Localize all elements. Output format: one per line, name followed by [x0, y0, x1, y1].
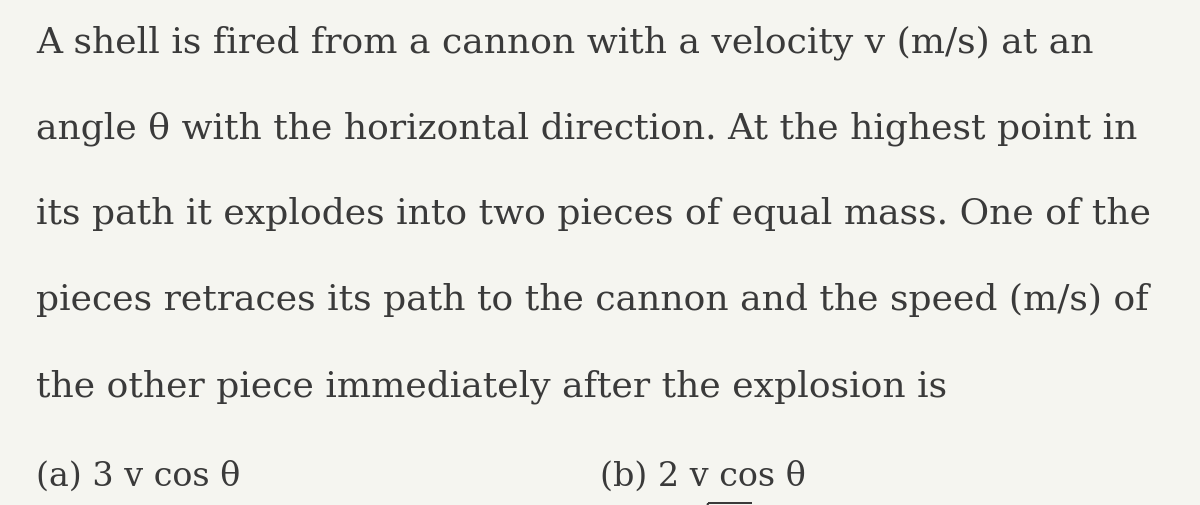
Text: $\sqrt{\dfrac{3}{2}}$: $\sqrt{\dfrac{3}{2}}$	[666, 497, 751, 505]
Text: its path it explodes into two pieces of equal mass. One of the: its path it explodes into two pieces of …	[36, 197, 1151, 231]
Text: A shell is fired from a cannon with a velocity v (m/s) at an: A shell is fired from a cannon with a ve…	[36, 25, 1093, 60]
Text: 3: 3	[116, 503, 136, 505]
Text: (a) 3 v cos θ: (a) 3 v cos θ	[36, 460, 240, 491]
Text: the other piece immediately after the explosion is: the other piece immediately after the ex…	[36, 369, 947, 403]
Text: (b) 2 v cos θ: (b) 2 v cos θ	[600, 460, 806, 491]
Text: angle θ with the horizontal direction. At the highest point in: angle θ with the horizontal direction. A…	[36, 111, 1138, 145]
Text: pieces retraces its path to the cannon and the speed (m/s) of: pieces retraces its path to the cannon a…	[36, 283, 1148, 317]
